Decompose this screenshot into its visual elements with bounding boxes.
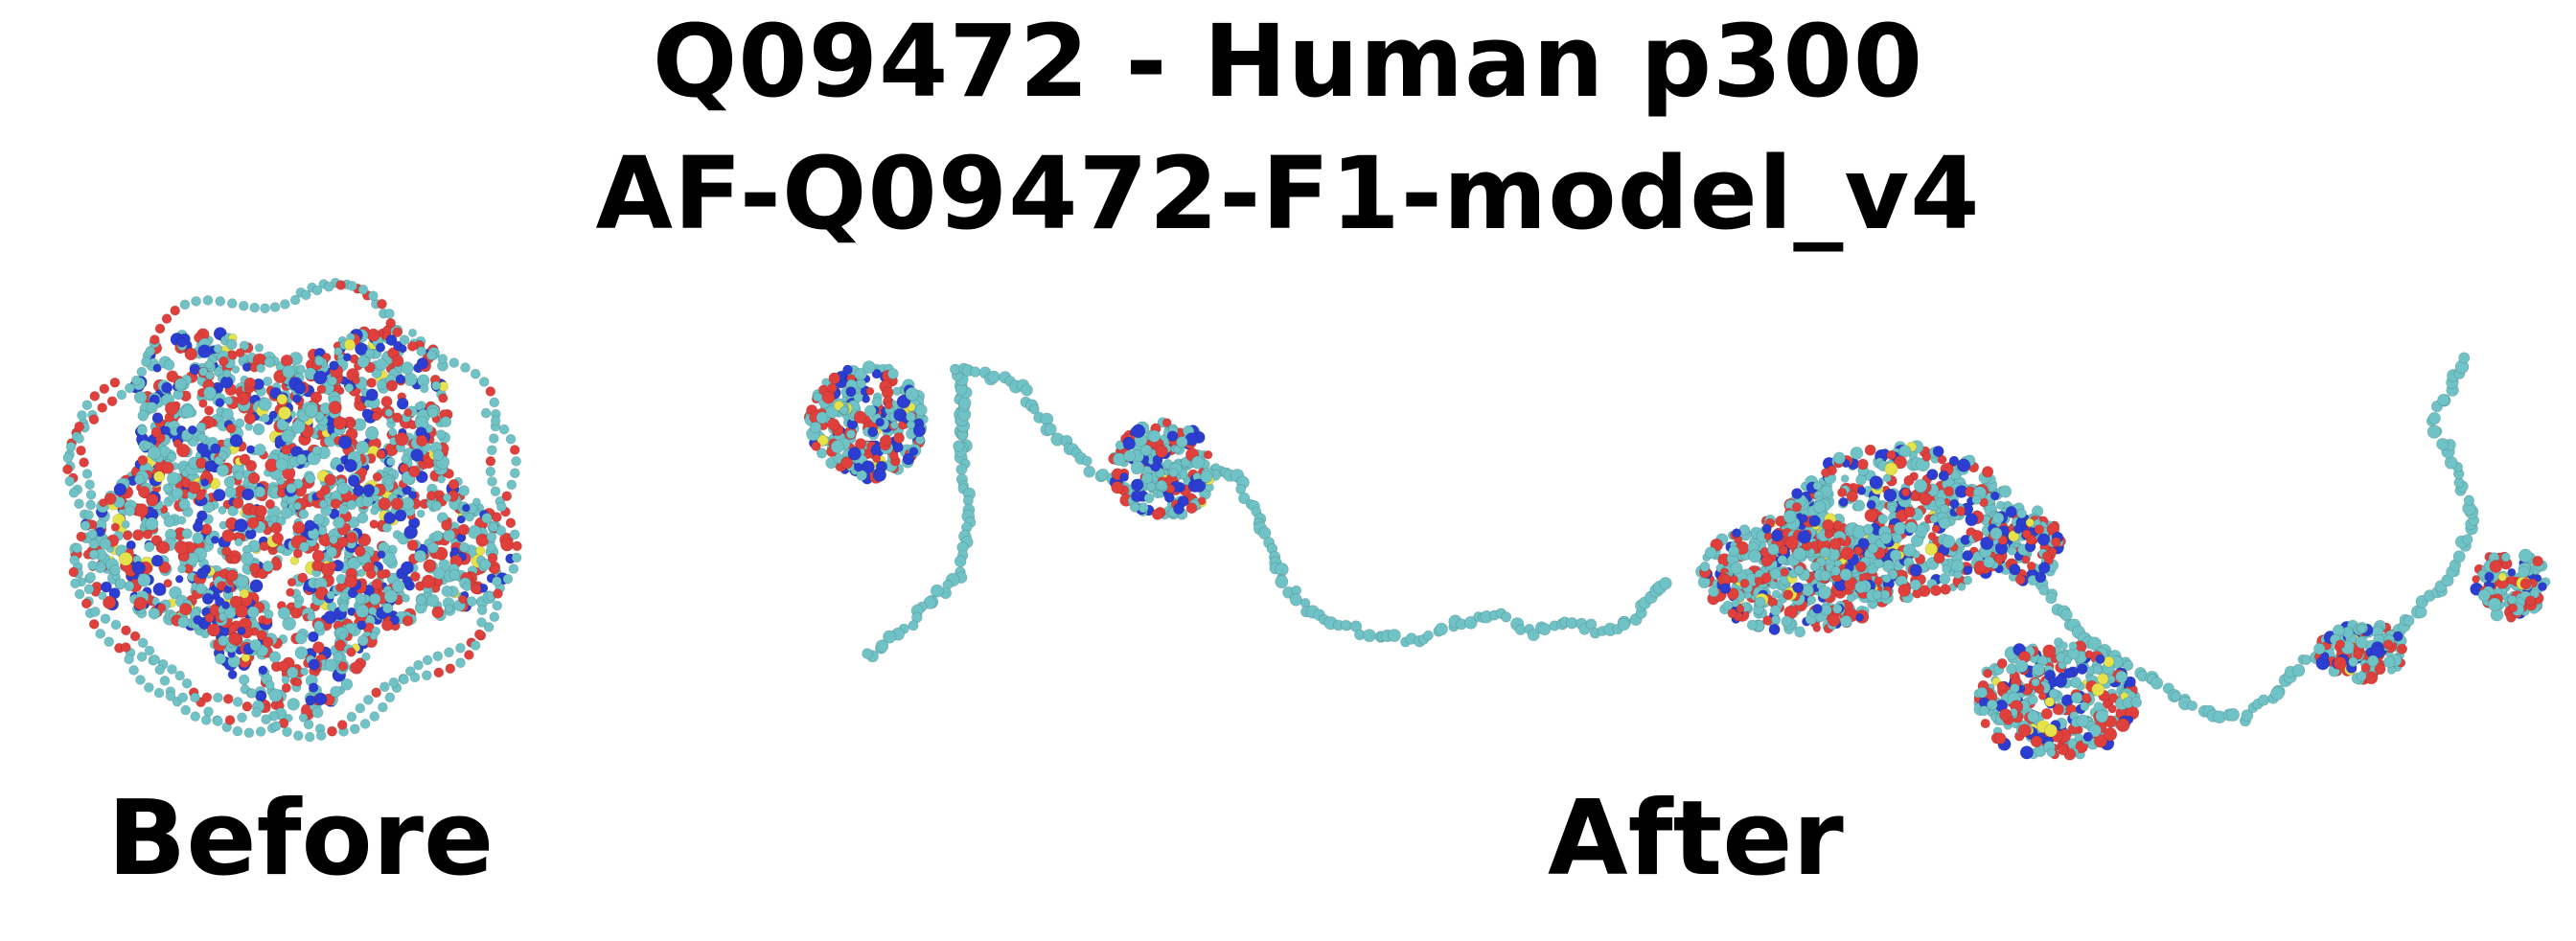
after-protein-structure <box>803 352 2551 761</box>
after-caption: After <box>1548 779 1844 899</box>
before-caption: Before <box>107 779 494 899</box>
title-line-1: Q09472 - Human p300 <box>652 3 1924 120</box>
title-line-2: AF-Q09472-F1-model_v4 <box>595 135 1981 252</box>
before-protein-structure <box>62 277 522 743</box>
